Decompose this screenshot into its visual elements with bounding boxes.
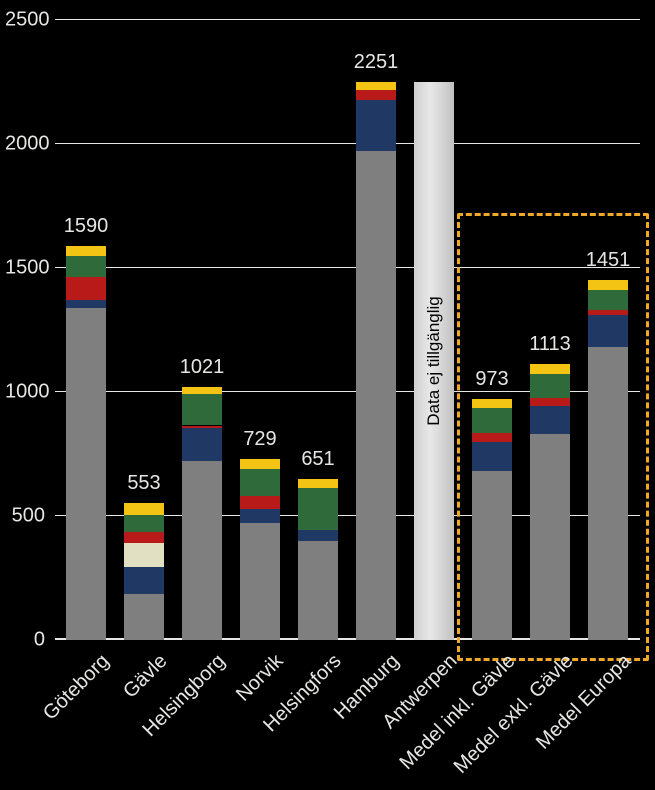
no-data-bar: Data ej tillgänglig	[414, 82, 454, 640]
bar-segment-navy	[182, 428, 222, 461]
y-tick-label: 2500	[5, 9, 45, 32]
bar-g-teborg	[66, 246, 106, 640]
bar-segment-cream	[124, 543, 164, 567]
bar-segment-navy	[66, 300, 106, 307]
bar-value-label: 2251	[341, 51, 411, 74]
gridline	[55, 143, 640, 144]
bar-segment-base	[182, 461, 222, 640]
bar-segment-yellow	[182, 387, 222, 394]
y-tick-label: 2000	[5, 133, 45, 156]
bar-segment-green	[182, 394, 222, 425]
bar-segment-yellow	[66, 246, 106, 256]
bar-segment-base	[66, 308, 106, 640]
bar-segment-green	[298, 488, 338, 529]
bar-antwerpen: Data ej tillgänglig	[414, 82, 454, 640]
bar-segment-red	[66, 277, 106, 301]
bar-segment-green	[66, 256, 106, 277]
bar-segment-red	[124, 532, 164, 543]
chart-area: 0500100015002000250015905531021729651225…	[55, 20, 640, 640]
bar-value-label: 1021	[167, 356, 237, 379]
bar-segment-red	[240, 496, 280, 508]
highlight-box	[457, 213, 649, 661]
bar-value-label: 553	[109, 472, 179, 495]
bar-hamburg	[356, 82, 396, 640]
bar-norvik	[240, 459, 280, 640]
bar-segment-yellow	[240, 459, 280, 469]
bar-segment-navy	[298, 530, 338, 541]
bar-segment-red	[182, 426, 222, 428]
bar-segment-navy	[356, 100, 396, 151]
gridline	[55, 19, 640, 20]
bar-segment-navy	[240, 509, 280, 524]
bar-helsingfors	[298, 479, 338, 640]
no-data-label: Data ej tillgänglig	[424, 296, 444, 425]
y-tick-label: 1000	[5, 381, 45, 404]
x-tick-label: Göteborg	[39, 650, 114, 725]
bar-segment-green	[240, 469, 280, 496]
bar-value-label: 651	[283, 448, 353, 471]
x-tick-label: Norvik	[232, 650, 288, 706]
y-tick-label: 1500	[5, 257, 45, 280]
bar-segment-green	[124, 515, 164, 532]
bar-segment-yellow	[356, 82, 396, 91]
bar-segment-yellow	[298, 479, 338, 489]
bar-value-label: 1590	[51, 215, 121, 238]
plot-region: 0500100015002000250015905531021729651225…	[55, 20, 640, 640]
y-tick-label: 0	[5, 629, 45, 652]
bar-segment-base	[298, 541, 338, 640]
bar-segment-navy	[124, 567, 164, 594]
y-tick-label: 500	[5, 505, 45, 528]
bar-helsingborg	[182, 387, 222, 640]
bar-segment-yellow	[124, 503, 164, 515]
bar-segment-base	[240, 523, 280, 640]
bar-segment-base	[356, 151, 396, 640]
bar-segment-red	[356, 90, 396, 100]
x-tick-label: Gävle	[119, 650, 172, 703]
bar-segment-base	[124, 594, 164, 640]
bar-g-vle	[124, 503, 164, 640]
